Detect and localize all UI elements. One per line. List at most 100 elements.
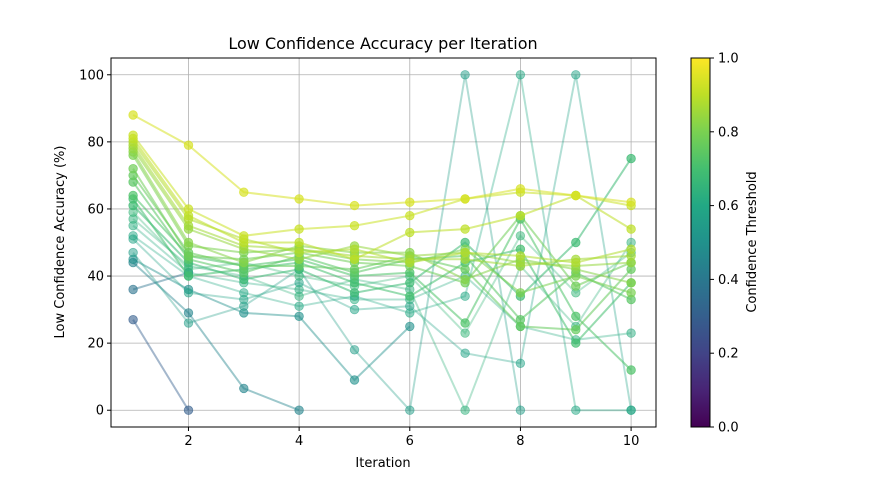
- data-point: [460, 318, 470, 328]
- data-point: [626, 244, 636, 254]
- series-line: [128, 110, 636, 211]
- data-point: [571, 325, 581, 335]
- colorbar-ticks: 0.0 0.2 0.4 0.6 0.8 1.0: [710, 52, 739, 436]
- data-point: [405, 278, 415, 288]
- data-point: [128, 163, 138, 174]
- data-point: [405, 308, 415, 318]
- data-point: [626, 405, 636, 415]
- data-point: [349, 200, 360, 211]
- series-line: [128, 220, 636, 345]
- data-point: [239, 231, 249, 241]
- data-point: [183, 271, 194, 281]
- data-point: [405, 197, 415, 207]
- data-point: [460, 328, 470, 338]
- series-path: [132, 114, 632, 207]
- data-point: [571, 311, 581, 322]
- data-point: [460, 194, 470, 204]
- data-point: [294, 247, 304, 258]
- y-tick-label: 20: [87, 337, 104, 352]
- series-path: [132, 194, 632, 371]
- series-path: [132, 271, 189, 291]
- data-point: [183, 204, 194, 214]
- series-path: [132, 168, 632, 288]
- data-point: [294, 301, 304, 311]
- data-point: [128, 190, 138, 201]
- data-point: [128, 284, 138, 295]
- colorbar-label: Confidence Threshold: [745, 171, 760, 312]
- data-point: [626, 365, 636, 375]
- y-tick-label: 0: [96, 404, 104, 419]
- data-point: [349, 304, 360, 315]
- series-path: [132, 134, 632, 237]
- series-path: [132, 224, 632, 341]
- data-point: [460, 224, 470, 234]
- data-point: [571, 281, 581, 291]
- data-point: [405, 227, 415, 238]
- data-point: [571, 237, 581, 248]
- data-point: [460, 348, 470, 358]
- data-point: [183, 308, 194, 318]
- data-point: [515, 184, 526, 194]
- data-point: [405, 210, 415, 221]
- data-point: [515, 210, 526, 221]
- data-point: [460, 274, 470, 285]
- data-point: [626, 328, 636, 338]
- series-path: [132, 74, 522, 413]
- x-tick-label: 8: [516, 434, 524, 449]
- data-point: [515, 261, 526, 271]
- data-point: [405, 321, 415, 332]
- series-path: [132, 258, 411, 382]
- data-point: [183, 288, 194, 298]
- data-point: [460, 247, 470, 258]
- data-point: [294, 237, 304, 248]
- series-line: [128, 70, 636, 415]
- series-path: [132, 319, 190, 411]
- data-point: [294, 311, 304, 322]
- series-path: [132, 174, 632, 331]
- y-tick-label: 60: [87, 202, 104, 217]
- data-point: [239, 288, 249, 298]
- data-point: [349, 375, 360, 385]
- series-path: [132, 154, 632, 294]
- data-point: [294, 224, 304, 234]
- data-point: [183, 405, 194, 415]
- series-path: [132, 74, 632, 412]
- series-path: [132, 137, 632, 261]
- data-point: [405, 405, 415, 415]
- data-point: [405, 291, 415, 301]
- data-point: [128, 110, 138, 120]
- series-line: [128, 133, 636, 264]
- x-tick-label: 6: [406, 434, 414, 449]
- y-axis-label: Low Confidence Accuracy (%): [53, 146, 68, 339]
- data-point: [294, 194, 304, 204]
- data-point: [515, 70, 526, 80]
- x-tick-label: 2: [184, 434, 192, 449]
- series-path: [132, 181, 632, 322]
- data-point: [128, 231, 138, 241]
- data-point: [571, 405, 581, 415]
- x-axis-ticks: 2 4 6 8 10: [184, 427, 639, 449]
- data-point: [515, 358, 526, 369]
- data-point: [349, 220, 360, 231]
- data-point: [128, 315, 138, 325]
- series-path: [132, 144, 632, 268]
- data-point: [183, 140, 194, 150]
- series-path: [132, 148, 632, 268]
- colorbar-tick-label: 0.2: [718, 347, 739, 362]
- y-tick-label: 80: [87, 135, 104, 150]
- y-tick-label: 40: [87, 270, 104, 285]
- series-path: [132, 261, 300, 412]
- data-point: [239, 187, 249, 197]
- x-tick-label: 10: [623, 434, 640, 449]
- data-point: [460, 291, 470, 301]
- chart-title: Low Confidence Accuracy per Iteration: [228, 34, 537, 53]
- data-point: [239, 257, 249, 268]
- series-line: [128, 163, 636, 291]
- data-point: [239, 383, 249, 394]
- colorbar-gradient: [690, 57, 711, 428]
- colorbar-tick-label: 0.6: [718, 199, 739, 214]
- y-tick-label: 100: [79, 68, 104, 83]
- colorbar-tick-label: 0.0: [718, 421, 739, 436]
